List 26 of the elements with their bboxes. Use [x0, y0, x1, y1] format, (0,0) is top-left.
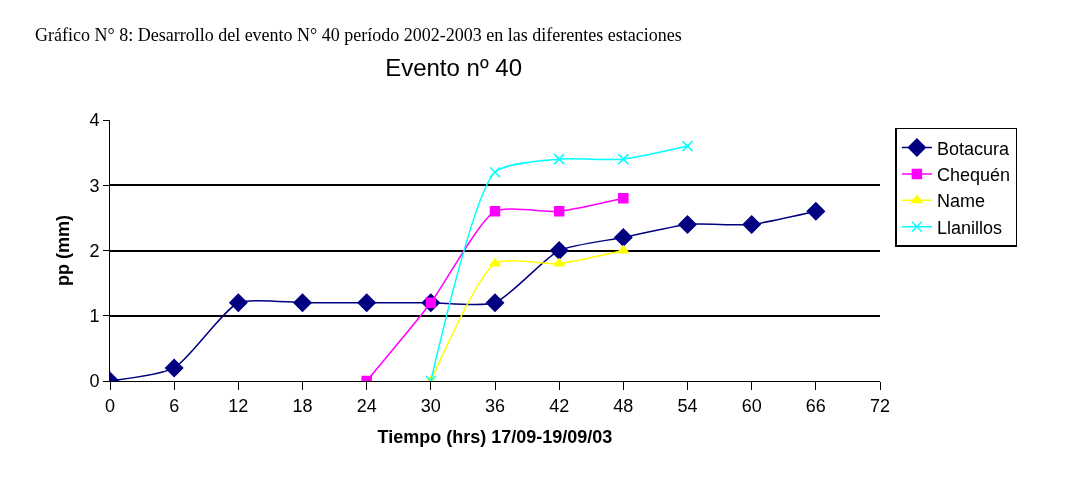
x-tick-label: 36 [484, 395, 506, 416]
x-tick-label: 18 [292, 395, 313, 416]
y-tick-label: 4 [89, 110, 100, 131]
x-tick-label: 54 [677, 395, 698, 416]
y-axis-title: pp (mm) [52, 215, 73, 286]
y-tick-label: 0 [89, 371, 100, 392]
y-tick-label: 1 [89, 306, 100, 327]
legend-label: Llanillos [936, 217, 1002, 238]
x-tick-label: 60 [741, 395, 762, 416]
x-tick-label: 42 [549, 395, 570, 416]
x-tick-label: 0 [104, 395, 116, 416]
legend-label: Name [936, 191, 985, 212]
x-tick-label: 24 [356, 395, 377, 416]
x-tick-label: 6 [169, 395, 180, 416]
legend-label: Chequén [936, 164, 1010, 185]
chart-title: Evento nº 40 [385, 53, 523, 81]
x-tick-label: 30 [420, 395, 441, 416]
legend-label: Botacura [936, 138, 1010, 159]
x-tick-label: 72 [869, 395, 891, 416]
x-axis-title: Tiempo (hrs) 17/09-19/09/03 [377, 426, 613, 447]
x-tick-label: 12 [228, 395, 249, 416]
y-tick-label: 3 [89, 175, 100, 196]
text: Gráfico N° 8: Desarrollo del evento N° 40 período 2002-2003 en las diferentes estaciones [35, 25, 682, 45]
x-tick-label: 66 [805, 395, 826, 416]
x-tick-label: 48 [613, 395, 634, 416]
y-tick-label: 2 [89, 240, 100, 261]
